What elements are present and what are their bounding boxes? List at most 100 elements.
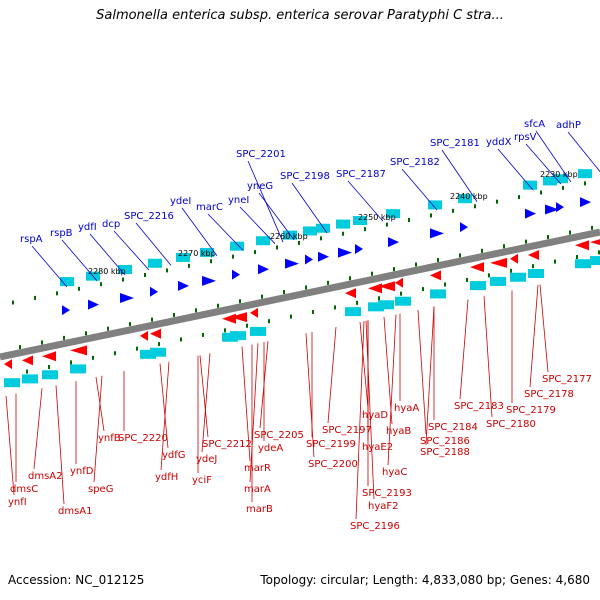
tick-mark bbox=[444, 282, 446, 287]
cds-box bbox=[510, 272, 526, 282]
tick-mark bbox=[48, 365, 50, 369]
scale-label: 2240 kbp bbox=[450, 192, 488, 201]
forward-gene-arrow bbox=[178, 280, 189, 291]
forward-gene-label: yneG bbox=[247, 181, 273, 192]
feature-track bbox=[4, 169, 600, 388]
tick-mark bbox=[408, 218, 410, 222]
tick-mark bbox=[342, 231, 344, 236]
reverse-leader-line bbox=[359, 321, 369, 409]
reverse-gene-label: ydeA bbox=[258, 443, 283, 454]
tick-mark bbox=[70, 360, 72, 365]
forward-gene-arrow bbox=[460, 222, 468, 233]
forward-gene-arrow bbox=[388, 237, 399, 248]
cds-box bbox=[368, 302, 384, 312]
reverse-gene-label: SPC_2193 bbox=[362, 488, 412, 499]
reverse-gene-arrow bbox=[250, 307, 258, 318]
cds-box bbox=[303, 226, 317, 236]
forward-gene-label: SPC_2182 bbox=[390, 157, 440, 168]
tick-mark bbox=[158, 342, 160, 347]
tick-mark bbox=[78, 286, 80, 291]
tick-mark bbox=[298, 240, 300, 245]
cds-box bbox=[200, 247, 214, 257]
cds-box bbox=[578, 169, 592, 179]
reverse-leader-line bbox=[365, 320, 375, 500]
tick-mark bbox=[202, 332, 204, 337]
reverse-gene-label: hyaA bbox=[394, 403, 419, 414]
tick-mark bbox=[268, 319, 270, 324]
cds-box bbox=[4, 378, 20, 388]
reverse-leader-line bbox=[539, 284, 549, 373]
reverse-gene-label: SPC_2180 bbox=[486, 419, 536, 430]
tick-mark bbox=[540, 190, 542, 195]
cds-box bbox=[554, 174, 568, 184]
reverse-leader-line bbox=[95, 376, 105, 432]
tick-mark bbox=[518, 195, 520, 200]
cds-box bbox=[70, 364, 86, 374]
tick-mark bbox=[415, 262, 417, 267]
tick-mark bbox=[386, 222, 388, 227]
forward-gene-label: SPC_2201 bbox=[236, 149, 286, 160]
forward-leader-line bbox=[31, 245, 68, 288]
tick-mark bbox=[452, 208, 454, 213]
forward-gene-arrow bbox=[430, 228, 444, 239]
reverse-gene-arrow bbox=[378, 281, 395, 292]
reverse-gene-label: SPC_2188 bbox=[420, 447, 470, 458]
tick-mark bbox=[41, 340, 43, 345]
tick-mark bbox=[584, 181, 586, 186]
accession-text: Accession: NC_012125 bbox=[8, 573, 145, 587]
reverse-gene-label: SPC_2200 bbox=[308, 459, 358, 470]
forward-gene-label: sfcA bbox=[524, 119, 545, 130]
tick-mark bbox=[422, 287, 424, 292]
tick-mark bbox=[430, 213, 432, 218]
reverse-leader-line bbox=[529, 284, 539, 388]
forward-gene-arrow bbox=[120, 293, 134, 303]
forward-leader-line bbox=[181, 207, 218, 257]
tick-marks bbox=[12, 181, 600, 374]
tick-mark bbox=[591, 225, 593, 230]
reverse-gene-label: SPC_2186 bbox=[420, 436, 470, 447]
cds-box bbox=[250, 326, 266, 336]
forward-leader-line bbox=[207, 213, 244, 251]
forward-leader-line bbox=[567, 131, 600, 173]
forward-gene-label: yneI bbox=[228, 195, 249, 206]
tick-mark bbox=[151, 317, 153, 322]
reverse-leader-line bbox=[259, 341, 269, 429]
forward-gene-label: dcp bbox=[102, 219, 120, 230]
cds-box bbox=[176, 252, 190, 262]
reverse-gene-arrow bbox=[368, 283, 382, 294]
forward-gene-label: SPC_2187 bbox=[336, 169, 386, 180]
reverse-leader-line bbox=[483, 296, 493, 418]
reverse-leader-line bbox=[425, 306, 435, 446]
reverse-gene-arrow bbox=[575, 240, 589, 251]
reverse-gene-label: marB bbox=[246, 504, 273, 515]
cds-box bbox=[140, 349, 156, 359]
tick-mark bbox=[34, 295, 36, 300]
reverse-gene-arrow bbox=[528, 250, 539, 260]
reverse-gene-arrow bbox=[4, 359, 12, 370]
tick-mark bbox=[63, 335, 65, 340]
reverse-leader-line bbox=[201, 353, 211, 453]
reverse-gene-label: hyaD bbox=[362, 410, 388, 421]
forward-gene-label: SPC_2216 bbox=[124, 211, 174, 222]
forward-gene-arrow bbox=[338, 247, 352, 258]
forward-leader-line bbox=[525, 143, 562, 185]
cds-box bbox=[590, 256, 600, 266]
map-title: Salmonella enterica subsp. enterica sero… bbox=[96, 8, 504, 23]
forward-leader-line bbox=[497, 148, 534, 191]
reverse-gene-arrow bbox=[140, 330, 148, 341]
reverse-leader-line bbox=[5, 395, 15, 496]
tick-mark bbox=[371, 271, 373, 276]
tick-mark bbox=[547, 235, 549, 240]
tick-mark bbox=[481, 248, 483, 253]
forward-leader-line bbox=[347, 180, 384, 222]
tick-mark bbox=[562, 185, 564, 190]
reverse-leader-line bbox=[417, 309, 427, 435]
tick-mark bbox=[364, 227, 366, 232]
tick-mark bbox=[496, 199, 498, 204]
scale-label: 2280 kbp bbox=[88, 267, 126, 276]
cds-box bbox=[256, 236, 270, 246]
tick-mark bbox=[459, 253, 461, 258]
tick-mark bbox=[107, 326, 109, 331]
reverse-leader-line bbox=[33, 388, 43, 470]
cds-box bbox=[118, 265, 132, 274]
